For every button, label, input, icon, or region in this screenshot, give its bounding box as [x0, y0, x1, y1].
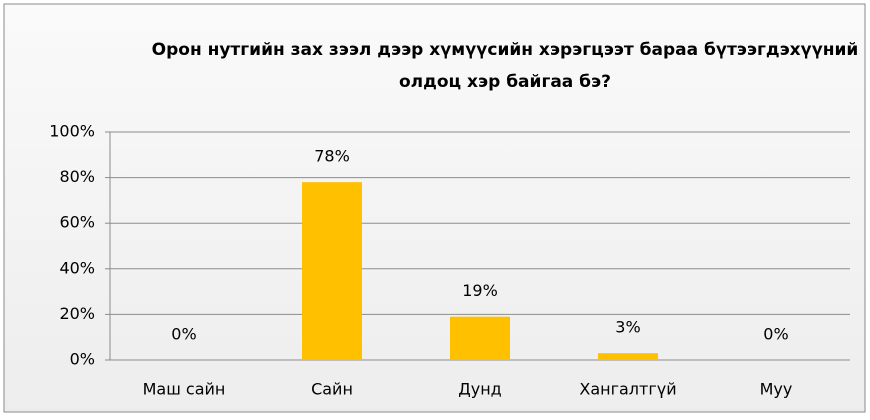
chart-title: Орон нутгийн зах зээл дээр хүмүүсийн хэр…: [151, 40, 859, 92]
bar: [302, 182, 362, 360]
x-tick-label: Сайн: [311, 380, 353, 399]
value-label: 0%: [171, 325, 196, 344]
x-tick-label: Хангалтгүй: [579, 380, 676, 399]
y-tick-label: 20%: [59, 304, 95, 323]
value-label: 78%: [314, 147, 350, 166]
value-label: 3%: [615, 318, 640, 337]
y-tick-label: 0%: [70, 350, 95, 369]
y-tick-label: 60%: [59, 213, 95, 232]
y-tick-label: 40%: [59, 258, 95, 277]
bar: [598, 353, 658, 360]
x-tick-label: Дунд: [458, 380, 502, 399]
x-tick-label: Маш сайн: [143, 380, 226, 399]
value-label: 19%: [462, 281, 498, 300]
y-tick-label: 100%: [49, 122, 95, 141]
x-tick-label: Муу: [760, 380, 793, 399]
chart-background: [3, 3, 866, 413]
value-label: 0%: [763, 325, 788, 344]
bar: [450, 316, 510, 360]
y-tick-label: 80%: [59, 167, 95, 186]
